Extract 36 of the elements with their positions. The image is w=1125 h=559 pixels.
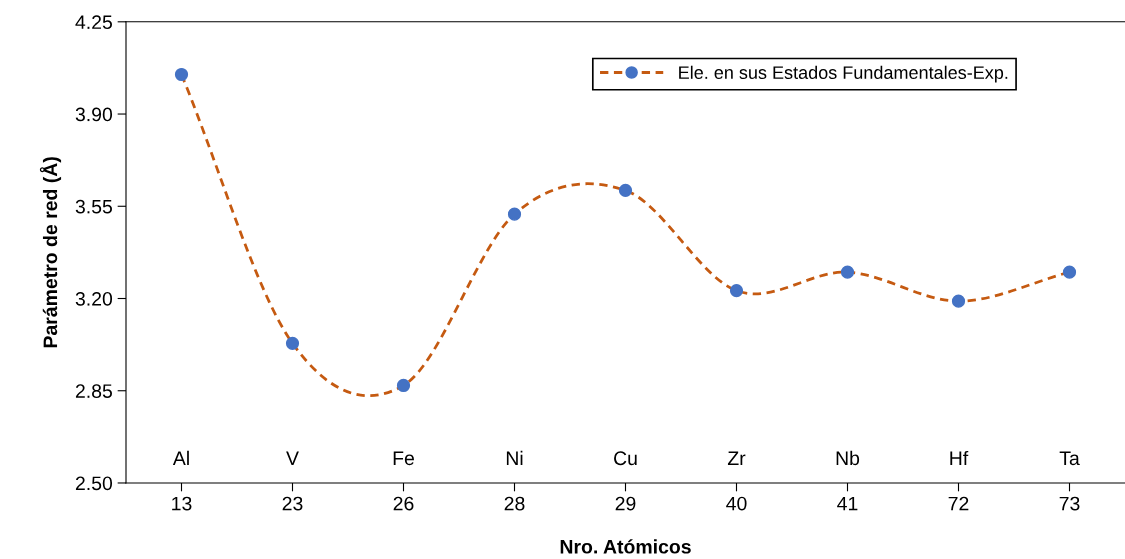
annotation: Hf <box>950 450 969 465</box>
y-tick-label: 3.90 <box>75 107 113 122</box>
x-tick-label: 28 <box>504 496 525 511</box>
annotation: Ni <box>506 450 523 465</box>
annotation: Nb <box>836 450 860 466</box>
x-tick-label: 41 <box>837 496 858 511</box>
point <box>1062 265 1077 279</box>
x-tick-label: 23 <box>282 496 303 511</box>
annotation: Al <box>172 450 189 465</box>
point <box>951 294 966 308</box>
annotation: Cu <box>614 451 637 466</box>
annotation: Ta <box>1059 451 1080 466</box>
y-tick-label: 4.25 <box>75 15 112 30</box>
point <box>396 378 411 393</box>
legend-label: Ele. en sus Estados Fundamentales-Exp. <box>679 65 1008 83</box>
y-tick-label: 2.85 <box>75 384 112 398</box>
x-tick-label: 26 <box>393 496 414 511</box>
point <box>174 67 189 82</box>
point <box>729 284 744 298</box>
point <box>618 183 633 198</box>
y-tick-label: 3.55 <box>75 199 112 214</box>
y-tick-label: 3.20 <box>75 291 113 306</box>
point <box>840 265 855 279</box>
y-tick-label: 2.50 <box>75 476 113 491</box>
point <box>507 207 522 221</box>
x-tick-label: 40 <box>726 496 747 511</box>
x-tick-label: 73 <box>1059 496 1080 511</box>
annotation: V <box>286 451 299 465</box>
x-tick-label: 29 <box>615 496 636 511</box>
x-axis-title: Nro. Atómicos <box>560 539 691 554</box>
x-tick-label: 13 <box>172 496 192 511</box>
annotation: Fe <box>393 451 414 466</box>
point <box>285 336 300 350</box>
y-axis-title: Parámetro de red (Å) <box>39 157 62 348</box>
x-tick-label: 72 <box>948 496 969 511</box>
annotation: Zr <box>727 451 746 465</box>
